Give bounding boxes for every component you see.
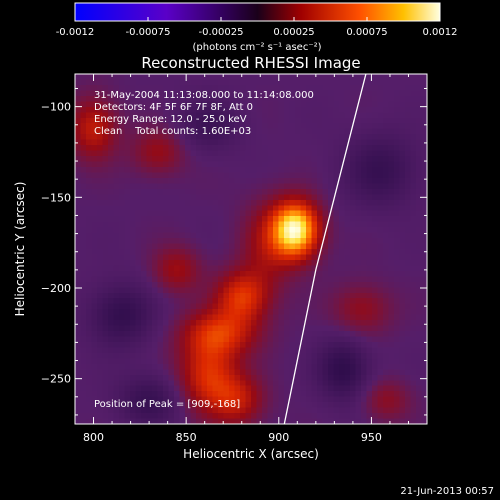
colorbar-ticks: -0.0012 -0.00075 -0.00025 0.00025 0.00075 0.0…: [56, 17, 458, 38]
colorbar-gradient: [74, 2, 441, 22]
heatmap-image: [75, 74, 427, 424]
colorbar-tick-label: 0.00075: [346, 27, 387, 38]
colorbar-tick-label: -0.00075: [126, 27, 171, 38]
y-tick-label: −250: [41, 373, 71, 386]
x-tick-label: 950: [361, 431, 382, 444]
y-tick-label: −150: [41, 191, 71, 204]
footer-timestamp: 21-Jun-2013 00:57: [400, 486, 494, 497]
info-line-energy: Energy Range: 12.0 - 25.0 keV: [94, 114, 247, 125]
colorbar-tick-label: -0.0012: [56, 27, 95, 38]
colorbar-tick-label: -0.00025: [199, 27, 244, 38]
colorbar-tick-label: 0.0012: [423, 27, 458, 38]
x-tick-label: 900: [268, 431, 289, 444]
x-tick-label: 800: [83, 431, 104, 444]
observation-info: 31-May-2004 11:13:08.000 to 11:14:08.000…: [94, 90, 314, 137]
x-axis-label: Heliocentric X (arcsec): [183, 447, 319, 461]
chart-title: Reconstructed RHESSI Image: [141, 54, 360, 72]
y-tick-label: −200: [41, 282, 71, 295]
y-tick-label: −100: [41, 101, 71, 114]
info-line-detectors: Detectors: 4F 5F 6F 7F 8F, Att 0: [94, 102, 253, 113]
colorbar-tick-label: 0.00025: [273, 27, 314, 38]
solar-limb-line: [283, 74, 367, 424]
x-axis: 800 850 900 950: [74, 74, 428, 444]
info-line-clean: Clean Total counts: 1.60E+03: [94, 126, 251, 137]
y-axis: −100 −150 −200 −250: [41, 88, 427, 416]
heatmap: [75, 74, 427, 424]
colorbar: -0.0012 -0.00075 -0.00025 0.00025 0.00075 0.0…: [56, 2, 458, 53]
plot-frame: [74, 73, 428, 425]
x-tick-label: 850: [176, 431, 197, 444]
y-axis-label: Heliocentric Y (arcsec): [13, 182, 27, 317]
colorbar-unit-label: (photons cm⁻² s⁻¹ asec⁻²): [192, 42, 321, 53]
info-line-time: 31-May-2004 11:13:08.000 to 11:14:08.000: [94, 90, 314, 101]
peak-position-label: Position of Peak = [909,-168]: [94, 399, 240, 410]
